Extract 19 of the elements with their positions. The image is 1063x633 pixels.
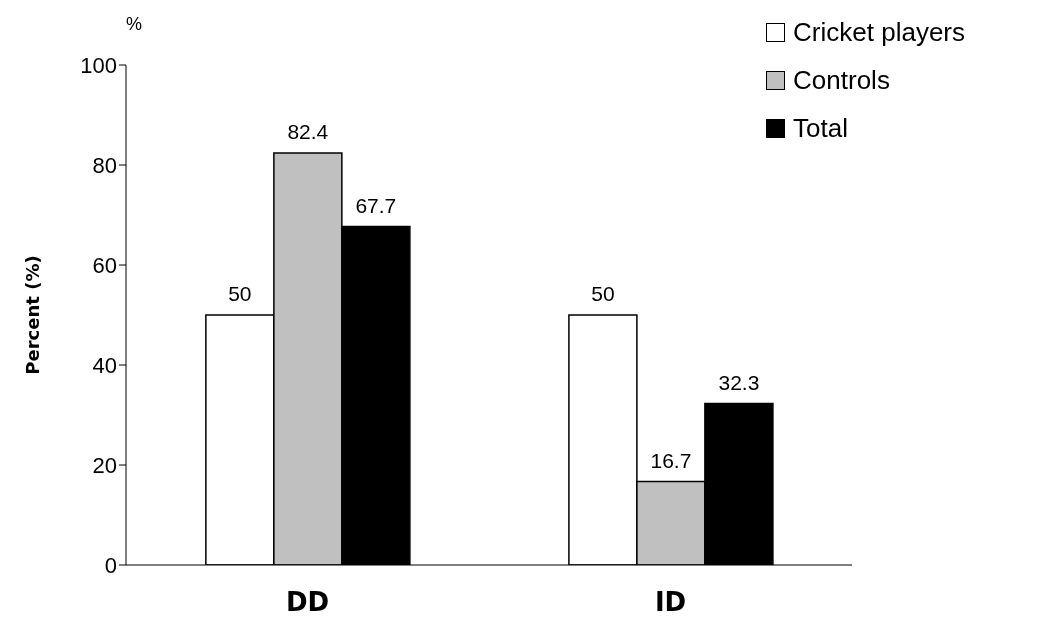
y-tick-label: 0 [104,552,117,578]
data-label: 50 [228,282,252,305]
y-tick-label: 100 [80,52,117,78]
legend-label: Cricket players [793,16,965,48]
data-label: 82.4 [287,120,329,143]
x-tick-label: ID [654,587,687,618]
x-tick-label: DD [285,587,330,618]
data-label: 67.7 [355,193,397,217]
data-label: 16.7 [650,448,692,472]
y-tick-label: 80 [92,152,117,178]
y-tick-label: 40 [92,352,117,378]
legend-label: Total [793,112,848,144]
y-tick-label: 20 [92,452,117,478]
data-label: 32.3 [718,370,760,394]
legend-label: Controls [793,64,890,96]
data-label: 50 [591,282,615,305]
y-axis-title: Percent (%) [22,255,44,375]
y-tick-label: 60 [92,252,117,278]
text: % [126,14,143,35]
